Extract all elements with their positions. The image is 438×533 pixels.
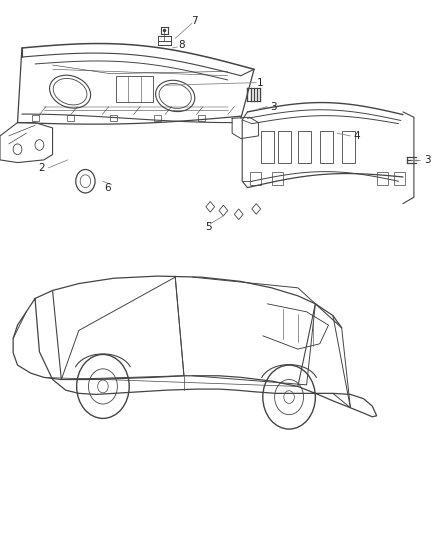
Text: 3: 3 (424, 155, 431, 165)
Text: 8: 8 (178, 41, 185, 50)
Text: 2: 2 (38, 163, 45, 173)
Bar (198, 115, 205, 121)
Text: 4: 4 (353, 131, 360, 141)
Bar (342, 131, 355, 163)
Bar (377, 172, 388, 185)
Bar (250, 172, 261, 185)
Bar (320, 131, 333, 163)
Bar (110, 115, 117, 121)
Bar (394, 172, 405, 185)
Text: 6: 6 (104, 183, 111, 192)
Bar (261, 131, 274, 163)
Bar (67, 115, 74, 121)
Text: 7: 7 (191, 17, 198, 26)
Text: 3: 3 (270, 102, 277, 111)
Bar (272, 172, 283, 185)
Text: 1: 1 (257, 78, 264, 87)
Bar (278, 131, 291, 163)
Bar (154, 115, 161, 121)
Bar (116, 76, 153, 102)
Text: 5: 5 (205, 222, 212, 231)
Bar (298, 131, 311, 163)
Bar (32, 115, 39, 121)
